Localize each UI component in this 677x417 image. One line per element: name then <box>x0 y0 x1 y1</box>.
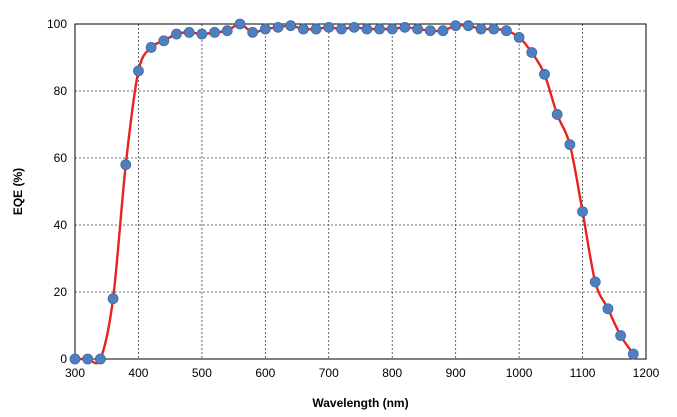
data-point <box>615 330 627 341</box>
data-point <box>107 293 119 305</box>
x-tick-label: 500 <box>192 366 212 380</box>
data-point <box>221 25 233 37</box>
data-point <box>577 206 588 218</box>
data-point <box>120 159 132 171</box>
data-point <box>374 23 385 35</box>
data-point <box>589 276 601 288</box>
data-point <box>412 23 424 35</box>
data-point <box>336 23 347 35</box>
y-gridlines <box>75 90 646 293</box>
y-tick-label: 40 <box>54 218 68 232</box>
data-point <box>247 26 259 38</box>
x-tick-label: 1000 <box>506 366 533 380</box>
data-point <box>386 23 398 35</box>
data-point <box>209 26 220 38</box>
y-tick-label: 20 <box>54 285 68 299</box>
data-point <box>158 35 170 47</box>
data-point <box>196 28 208 40</box>
x-tick-label: 600 <box>255 366 275 380</box>
x-tick-label: 400 <box>128 366 148 380</box>
data-point <box>437 25 449 37</box>
x-tick-label: 900 <box>446 366 466 380</box>
data-point <box>564 139 576 151</box>
data-point <box>145 42 157 53</box>
data-point <box>323 21 335 33</box>
y-tick-label: 0 <box>60 352 67 366</box>
y-tick-label: 100 <box>47 17 67 31</box>
y-tick-labels: 0 20 40 60 80 100 <box>47 17 67 366</box>
data-point <box>475 23 487 35</box>
data-point <box>297 23 309 35</box>
data-point <box>171 28 182 40</box>
x-tick-label: 800 <box>382 366 402 380</box>
x-tick-label: 700 <box>319 366 339 380</box>
y-tick-label: 60 <box>54 151 68 165</box>
y-axis-title: EQE (%) <box>11 168 25 215</box>
data-point <box>234 18 246 30</box>
data-point <box>551 109 563 120</box>
data-point <box>183 26 195 38</box>
data-point <box>133 65 144 77</box>
y-tick-label: 80 <box>54 84 68 98</box>
data-point <box>361 23 373 35</box>
data-point <box>94 353 106 365</box>
data-point <box>259 23 271 35</box>
data-point <box>69 353 81 365</box>
x-tick-label: 300 <box>65 366 85 380</box>
data-point <box>627 348 639 360</box>
x-tick-label: 1100 <box>570 366 596 380</box>
data-point <box>501 25 512 37</box>
data-point <box>488 23 500 35</box>
data-point <box>285 20 297 32</box>
data-point <box>539 68 550 80</box>
x-tick-label: 1200 <box>633 366 660 380</box>
x-tick-labels: 300 400 500 600 700 800 900 1000 1100 1200 <box>65 366 660 380</box>
data-point <box>602 303 614 315</box>
data-points <box>69 18 639 365</box>
data-point <box>513 32 525 43</box>
data-point <box>424 25 436 37</box>
data-point <box>272 21 284 33</box>
data-point <box>462 20 474 32</box>
data-point <box>450 20 462 32</box>
data-point <box>399 21 411 33</box>
data-point <box>526 47 538 58</box>
data-point <box>348 21 360 33</box>
x-axis-title: Wavelength (nm) <box>312 396 408 410</box>
data-point <box>310 23 322 35</box>
x-gridlines <box>138 24 583 359</box>
data-point <box>82 353 94 365</box>
plot-frame <box>74 23 647 360</box>
